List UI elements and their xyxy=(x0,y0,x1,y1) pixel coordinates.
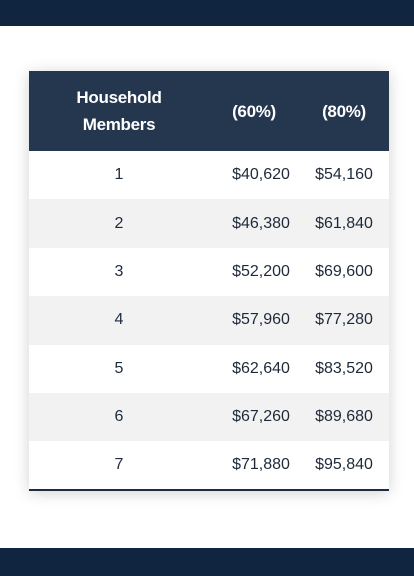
top-bar xyxy=(0,0,414,26)
cell-80-percent: $61,840 xyxy=(315,214,373,232)
cell-members: 4 xyxy=(114,311,124,329)
cell-60-percent: $46,380 xyxy=(232,214,290,232)
table-row: 6 $67,260 $89,680 xyxy=(29,392,389,442)
header-60-percent: (60%) xyxy=(232,101,276,121)
cell-60-percent: $40,620 xyxy=(232,166,290,184)
cell-60-percent: $62,640 xyxy=(232,359,290,377)
cell-60-percent: $52,200 xyxy=(232,262,290,280)
cell-60-percent: $71,880 xyxy=(209,441,299,491)
cell-80-percent: $54,160 xyxy=(315,166,373,184)
table-header: Household Members (60%) (80%) xyxy=(29,71,389,151)
cell-80-percent: $89,680 xyxy=(315,408,373,426)
cell-members: 1 xyxy=(114,166,124,184)
bottom-bar xyxy=(0,548,414,576)
table-row: 4 $57,960 $77,280 xyxy=(29,296,389,345)
table-row: 1 $40,620 $54,160 xyxy=(29,151,389,200)
cell-60-percent: $57,960 xyxy=(232,311,290,329)
table-row: 5 $62,640 $83,520 xyxy=(29,344,389,393)
income-limits-table-container: Household Members (60%) (80%) 1 $40,620 … xyxy=(29,71,389,491)
header-members-line2: Members xyxy=(82,115,156,134)
cell-members: 3 xyxy=(114,262,124,280)
cell-60-percent: $67,260 xyxy=(232,408,290,426)
cell-80-percent: $95,840 xyxy=(299,441,389,491)
cell-members: 5 xyxy=(114,359,124,377)
header-row: Household Members (60%) (80%) xyxy=(29,71,389,151)
cell-80-percent: $77,280 xyxy=(315,311,373,329)
header-household-members: Household Members xyxy=(29,71,209,151)
cell-members: 7 xyxy=(29,441,209,491)
income-limits-table: Household Members (60%) (80%) 1 $40,620 … xyxy=(29,71,389,491)
table-row: 3 $52,200 $69,600 xyxy=(29,247,389,297)
table-row: 7 $71,880 $95,840 xyxy=(29,441,389,491)
cell-80-percent: $69,600 xyxy=(315,262,373,280)
cell-members: 2 xyxy=(114,214,124,232)
table-row: 2 $46,380 $61,840 xyxy=(29,199,389,248)
cell-members: 6 xyxy=(114,408,124,426)
table-body: 1 $40,620 $54,160 2 $46,380 $61,840 3 $5… xyxy=(29,151,389,491)
cell-80-percent: $83,520 xyxy=(315,359,373,377)
header-members-line1: Household xyxy=(76,88,162,107)
header-80-percent: (80%) xyxy=(322,101,366,121)
